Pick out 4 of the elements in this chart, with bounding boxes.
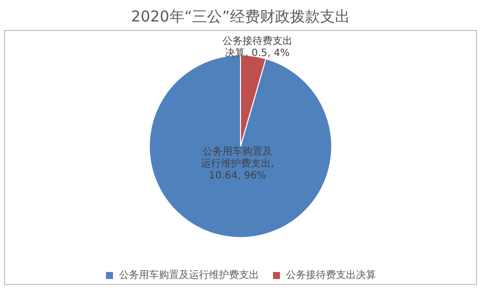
data-label: 公务用车购置及运行维护费支出, 10.64, 96% xyxy=(200,145,274,182)
legend-label: 公务用车购置及运行维护费支出 xyxy=(119,268,259,282)
legend-label: 公务接待费支出决算 xyxy=(286,268,376,282)
chart-title: 2020年“三公”经费财政拨款支出 xyxy=(131,8,350,26)
